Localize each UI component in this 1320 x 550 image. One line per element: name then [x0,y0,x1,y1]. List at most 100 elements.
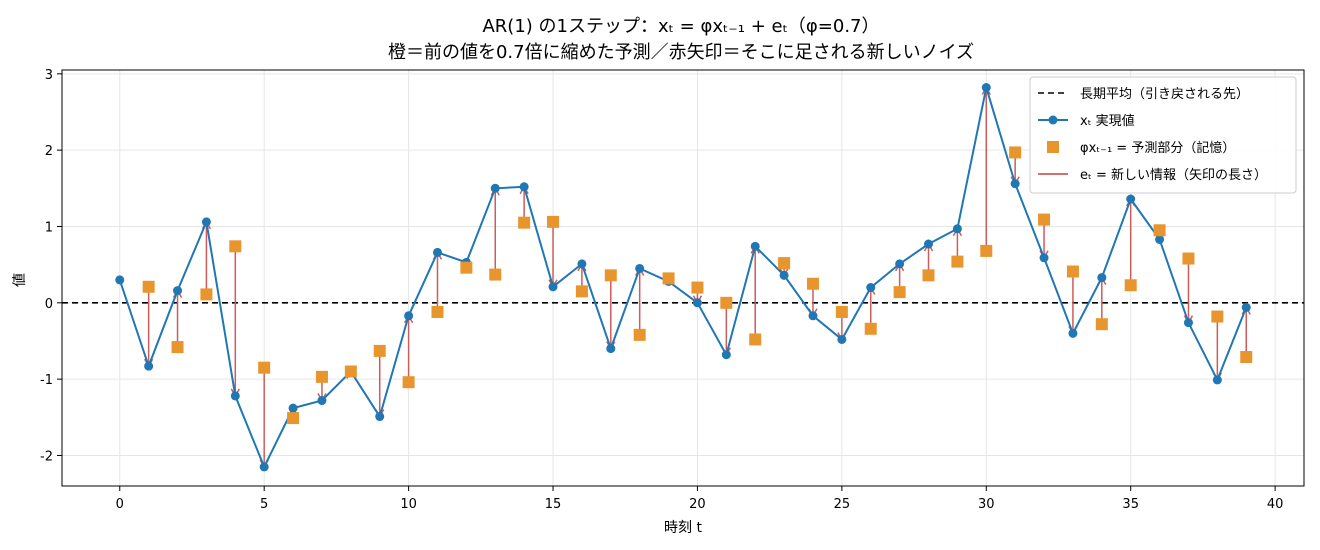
chart-title-line1: AR(1) の1ステップ：xₜ = φxₜ₋₁ + eₜ（φ=0.7） [482,16,879,37]
actual-point [432,247,442,257]
x-tick-label: 35 [1122,497,1139,512]
actual-point [288,403,298,413]
legend-label-noise: eₜ = 新しい情報（矢印の長さ） [1080,167,1267,183]
actual-point [1212,375,1222,385]
y-tick-label: 3 [45,68,53,83]
prediction-marker [200,288,213,301]
prediction-marker [1153,224,1166,237]
prediction-marker [518,216,531,229]
actual-point [635,263,645,273]
actual-point [606,344,616,354]
actual-point [259,462,269,472]
prediction-marker [806,277,819,290]
prediction-marker [633,328,646,341]
prediction-marker [402,376,415,389]
actual-point [1155,234,1165,244]
actual-point [577,259,587,269]
prediction-marker [344,365,357,378]
legend-label-mean: 長期平均（引き戻される先） [1080,87,1249,102]
actual-point [808,311,818,321]
actual-point [375,412,385,422]
y-tick-label: -2 [40,449,53,464]
prediction-marker [547,215,560,228]
actual-point [173,286,183,296]
x-axis-label: 時刻 t [664,520,702,536]
prediction-marker [1124,279,1137,292]
actual-point [519,182,529,192]
actual-point [317,396,327,406]
y-tick-label: 1 [45,220,53,235]
prediction-marker [951,255,964,268]
prediction-marker [922,269,935,282]
prediction-marker [142,280,155,293]
x-tick-label: 30 [978,497,995,512]
actual-point [779,270,789,280]
y-axis-label: 値 [12,273,28,287]
actual-point [548,282,558,292]
prediction-marker [691,281,704,294]
actual-point [924,239,934,249]
prediction-marker [489,268,502,281]
actual-point [1039,253,1049,263]
x-tick-label: 15 [545,497,562,512]
prediction-marker [431,305,444,318]
x-tick-label: 20 [689,497,706,512]
plot-area [62,83,1304,472]
actual-point [1241,302,1251,312]
actual-point [144,361,154,371]
actual-point [1068,328,1078,338]
legend: 長期平均（引き戻される先） xₜ 実現値 φxₜ₋₁ = 予測部分（記憶） eₜ = … [1029,76,1297,194]
legend-label-prediction: φxₜ₋₁ = 予測部分（記憶） [1080,140,1235,156]
actual-series-line [118,87,1248,470]
prediction-marker [460,261,473,274]
actual-point [1097,273,1107,283]
prediction-marker [835,305,848,318]
actual-point [837,334,847,344]
y-tick-label: -1 [40,373,53,388]
x-tick-label: 0 [116,497,124,512]
actual-point [490,183,500,193]
chart-title-line2: 橙＝前の値を0.7倍に縮めた予測／赤矢印＝そこに足される新しいノイズ [388,42,974,63]
prediction-marker [315,370,328,383]
prediction-marker [171,341,184,354]
actual-point [750,241,760,251]
prediction-marker [604,269,617,282]
actual-point [895,259,905,269]
actual-point [721,350,731,360]
prediction-marker [893,286,906,299]
actual-point [115,275,125,285]
prediction-marker [258,361,271,374]
actual-point [1183,318,1193,328]
prediction-marker [778,257,791,270]
prediction-marker [1095,318,1108,331]
prediction-marker [229,240,242,253]
prediction-marker [1182,252,1195,265]
actual-point [230,391,240,401]
actual-point [201,217,211,227]
axes: 0 5 10 15 20 25 30 35 40 -2 -1 0 1 2 3 [40,68,1305,512]
prediction-marker [287,412,300,425]
actual-point [692,298,702,308]
prediction-marker [1240,351,1253,364]
actual-point [1010,179,1020,189]
prediction-marker [980,244,993,257]
x-tick-label: 10 [400,497,417,512]
x-tick-label: 25 [834,497,851,512]
prediction-marker [864,322,877,335]
y-tick-label: 2 [45,144,53,159]
legend-box [1029,76,1297,194]
prediction-marker [575,285,588,298]
legend-prediction-marker [1047,141,1059,153]
prediction-marker [1211,310,1224,323]
legend-actual-marker [1048,115,1058,125]
prediction-marker [720,296,733,309]
prediction-marker [662,272,675,285]
legend-label-actual: xₜ 実現値 [1080,113,1135,129]
actual-point [866,283,876,293]
x-tick-label: 5 [260,497,268,512]
prediction-marker [373,344,386,357]
prediction-marker [749,333,762,346]
y-tick-label: 0 [45,297,53,312]
actual-point [981,83,991,93]
